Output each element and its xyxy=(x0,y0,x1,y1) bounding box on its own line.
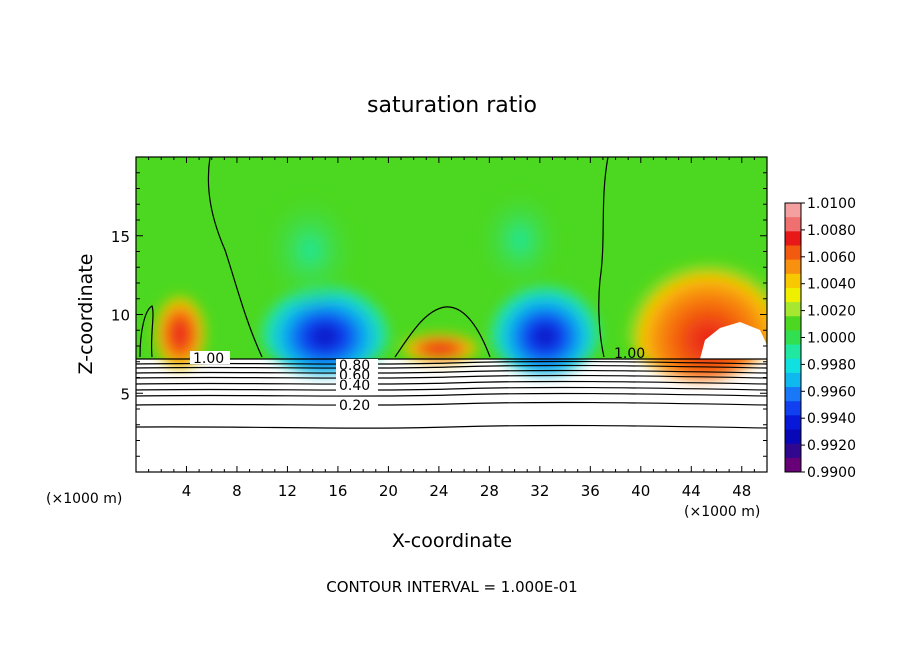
x-tick-label: 44 xyxy=(682,482,701,500)
colorbar-label: 1.0000 xyxy=(807,331,856,347)
colorbar-label: 0.9900 xyxy=(807,465,856,481)
x-tick-label: 32 xyxy=(530,482,549,500)
x-unit-right: (×1000 m) xyxy=(684,504,760,520)
contour-label-1-00-right: 1.00 xyxy=(614,346,645,362)
colorbar-label: 1.0100 xyxy=(807,196,856,212)
x-tick-label: 16 xyxy=(328,482,347,500)
x-tick-label: 8 xyxy=(232,482,242,500)
x-tick-label: 12 xyxy=(278,482,297,500)
x-tick-label: 24 xyxy=(429,482,448,500)
contour-interval-footer: CONTOUR INTERVAL = 1.000E-01 xyxy=(326,578,577,596)
colorbar-swatch xyxy=(785,217,801,232)
contour-label-0-40: 0.40 xyxy=(339,378,370,394)
colorbar: 1.0100 1.0080 1.0060 1.0040 1.0020 1.0000 0.99… xyxy=(784,196,856,481)
colorbar-swatch xyxy=(785,429,801,445)
colorbar-swatch xyxy=(785,245,801,261)
moist-anomaly-center xyxy=(395,327,485,363)
x-tick-label: 4 xyxy=(182,482,192,500)
contour-label-0-20: 0.20 xyxy=(339,398,370,414)
colorbar-swatch xyxy=(785,287,801,303)
contour-label-bg-5 xyxy=(336,398,378,411)
contour-label-bg-1 xyxy=(190,351,230,364)
colorbar-swatch xyxy=(785,358,801,374)
contour-lines xyxy=(136,157,767,429)
colorbar-swatch xyxy=(785,259,801,275)
colorbar-swatch xyxy=(785,330,801,346)
colorbar-label: 0.9980 xyxy=(807,357,856,373)
contour-0-60 xyxy=(136,374,767,379)
x-tick-label: 28 xyxy=(480,482,499,500)
contour-0-40 xyxy=(136,386,767,391)
colorbar-label: 0.9960 xyxy=(807,384,856,400)
colorbar-label: 1.0040 xyxy=(807,277,856,293)
y-axis: 5 10 15 xyxy=(111,172,767,457)
y-tick-label: 10 xyxy=(111,307,130,325)
colorbar-swatch xyxy=(785,401,801,416)
colorbar-swatch xyxy=(785,457,801,473)
y-tick-label: 5 xyxy=(120,385,130,403)
contour-1-00-center-dome xyxy=(394,306,491,358)
colorbar-swatch xyxy=(785,415,801,431)
colorbar-swatch xyxy=(785,443,801,459)
x-tick-label: 40 xyxy=(631,482,650,500)
contour-label-bg-4 xyxy=(336,379,378,391)
contour-0-10 xyxy=(136,424,767,429)
contour-1-00-left-loop xyxy=(139,305,154,358)
contour-label-1-00-left: 1.00 xyxy=(193,351,224,367)
contour-1-00-right-column xyxy=(598,157,609,358)
saturated-white-region xyxy=(700,322,767,359)
colorbar-label: 0.9920 xyxy=(807,438,856,454)
colorbar-label: 1.0080 xyxy=(807,223,856,239)
contour-label-bg-2 xyxy=(336,359,378,371)
colorbar-swatch xyxy=(785,231,801,246)
x-tick-label: 36 xyxy=(581,482,600,500)
y-axis-label: Z-coordinate xyxy=(75,254,97,375)
colorbar-label: 1.0060 xyxy=(807,250,856,266)
contour-label-group: 1.00 0.80 0.60 0.40 0.20 1.00 xyxy=(190,346,645,414)
colorbar-swatch xyxy=(785,387,801,402)
x-axis: 4 8 12 16 20 24 28 32 36 40 44 48 xyxy=(148,157,768,500)
contour-0-70 xyxy=(136,369,767,374)
colorbar-label: 0.9940 xyxy=(807,411,856,427)
x-tick-label: 48 xyxy=(732,482,751,500)
colorbar-swatch xyxy=(785,344,801,360)
contour-0-50 xyxy=(136,380,767,385)
contour-0-80 xyxy=(136,364,767,369)
colorbar-swatch xyxy=(785,203,801,218)
colorbar-label: 1.0020 xyxy=(807,304,856,320)
chart-title: saturation ratio xyxy=(367,93,537,118)
y-tick-label: 15 xyxy=(111,228,130,246)
moist-anomaly-left xyxy=(150,280,210,370)
contour-0-30 xyxy=(136,392,767,397)
plot-area xyxy=(136,157,767,472)
x-unit-left: (×1000 m) xyxy=(46,491,122,507)
colorbar-swatch xyxy=(785,273,801,289)
colorbar-swatch xyxy=(785,302,801,317)
colorbar-swatch xyxy=(785,316,801,331)
x-tick-label: 20 xyxy=(379,482,398,500)
x-axis-label: X-coordinate xyxy=(392,530,512,552)
dry-halo-center-left xyxy=(260,190,360,310)
colorbar-swatch xyxy=(785,372,801,388)
contour-label-bg-3 xyxy=(336,370,378,381)
contour-1-00-left-column xyxy=(207,157,263,358)
contour-0-20 xyxy=(136,401,767,406)
dry-halo-center-right xyxy=(475,185,565,295)
contour-0-90 xyxy=(136,360,767,365)
